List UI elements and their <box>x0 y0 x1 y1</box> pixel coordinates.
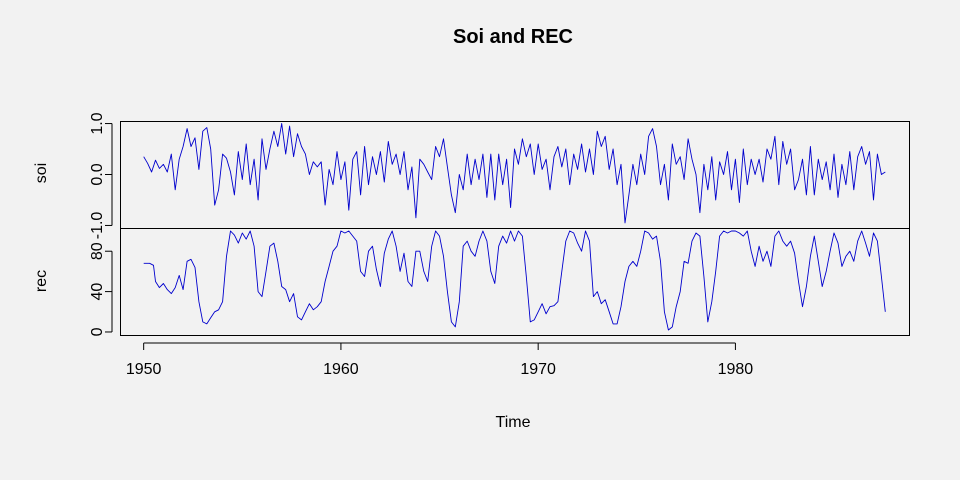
x-tick-label: 1950 <box>126 361 162 378</box>
soi-y-tick-label: -1.0 <box>89 212 106 240</box>
x-tick-label: 1970 <box>520 361 556 378</box>
x-tick-label: 1960 <box>323 361 359 378</box>
rec-y-tick-label: 0 <box>89 327 106 336</box>
chart-title: Soi and REC <box>453 26 573 48</box>
soi-series-line <box>143 123 886 224</box>
rec-y-tick-label: 80 <box>89 242 106 260</box>
rec-panel: rec 0 40 80 <box>33 228 910 336</box>
soi-y-tick-label: 1.0 <box>89 112 106 134</box>
rec-y-axis: 0 40 80 <box>89 242 113 336</box>
soi-ylabel: soi <box>33 163 50 183</box>
rec-plot-frame <box>120 228 910 336</box>
rec-ylabel: rec <box>33 270 50 292</box>
rec-series-line <box>143 230 886 331</box>
x-tick-label: 1980 <box>718 361 754 378</box>
soi-y-tick-label: 0.0 <box>89 163 106 185</box>
soi-y-axis: -1.0 0.0 1.0 <box>89 112 113 240</box>
rec-y-tick-label: 40 <box>89 283 106 301</box>
x-axis: 1950 1960 1970 1980 <box>126 342 754 378</box>
x-axis-label: Time <box>496 414 531 431</box>
